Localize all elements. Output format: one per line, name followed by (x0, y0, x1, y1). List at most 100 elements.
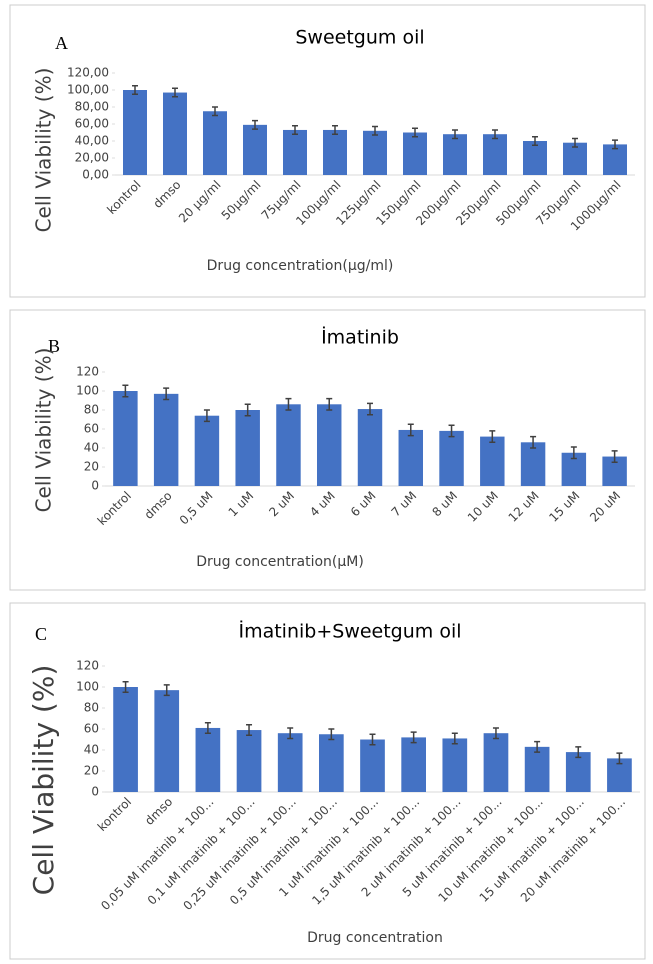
error-bar (372, 125, 378, 136)
bar (398, 429, 423, 486)
panel-frame (9, 4, 646, 298)
x-tick-label: 0,5 uM (177, 489, 216, 528)
bar (483, 733, 509, 792)
x-tick-label: 20 µg/ml (176, 178, 224, 226)
error-bar (252, 119, 258, 130)
bar (563, 142, 587, 175)
error-bar (489, 430, 496, 444)
error-bar (204, 721, 211, 734)
x-tick-label: 20 uM (587, 489, 623, 525)
panel-frame (9, 309, 646, 591)
error-bar (292, 124, 298, 135)
x-tick-label: 15 uM (546, 489, 582, 525)
y-tick-label: 80,00 (75, 100, 109, 114)
error-bar (530, 435, 537, 449)
bar (317, 404, 342, 486)
panel-frame (9, 602, 646, 960)
error-bar (332, 124, 338, 135)
error-bar (244, 403, 251, 417)
error-bar (122, 384, 129, 398)
bar (113, 687, 138, 792)
bar (360, 739, 385, 792)
error-bar (492, 727, 499, 740)
y-tick-label: 0 (91, 785, 99, 799)
y-tick-label: 100 (76, 680, 99, 694)
y-tick-label: 0 (91, 479, 99, 493)
error-bar (534, 740, 541, 753)
chart-title: Sweetgum oil (295, 27, 424, 49)
error-bar (410, 731, 417, 744)
error-bar (570, 446, 577, 460)
x-tick-label: 1 uM (226, 489, 257, 520)
bar (480, 436, 505, 486)
x-tick-label: 50µg/ml (219, 178, 264, 223)
error-bar (412, 127, 418, 138)
y-tick-label: 80 (84, 403, 99, 417)
bar (565, 752, 591, 792)
x-tick-label: 10 uM (465, 489, 501, 525)
y-tick-label: 80 (84, 701, 99, 715)
bar (443, 134, 467, 175)
y-tick-label: 40 (84, 743, 99, 757)
bar (203, 111, 227, 175)
y-tick-label: 120 (76, 365, 99, 379)
bar (153, 393, 179, 486)
error-bar (172, 87, 178, 98)
panel-label: C (35, 624, 47, 644)
bar (195, 727, 221, 792)
x-tick-label: 7 uM (389, 489, 420, 520)
bar (357, 409, 383, 486)
y-tick-label: 20,00 (75, 151, 109, 165)
error-bar (492, 129, 498, 140)
y-tick-label: 100,00 (67, 83, 109, 97)
error-bar (369, 733, 376, 746)
bar (524, 746, 550, 792)
error-bar (451, 732, 458, 745)
x-tick-label: dmso (142, 489, 175, 522)
y-tick-label: 120 (76, 659, 99, 673)
error-bar (287, 727, 294, 740)
error-bar (572, 137, 578, 148)
bar (243, 124, 267, 175)
bar (154, 690, 180, 792)
y-tick-label: 60 (84, 422, 99, 436)
bar (483, 134, 507, 175)
x-tick-label: dmso (142, 795, 175, 828)
bar (403, 132, 427, 175)
error-bar (122, 681, 129, 693)
x-tick-label: dmso (150, 178, 183, 211)
bar (319, 734, 344, 792)
error-bar (163, 684, 170, 697)
y-tick-label: 40,00 (75, 134, 109, 148)
bar (523, 141, 547, 175)
x-axis-title: Drug concentration(µg/ml) (207, 258, 394, 274)
x-tick-label: kontrol (104, 178, 143, 217)
error-bar (575, 746, 582, 759)
y-tick-label: 120,00 (67, 66, 109, 80)
y-tick-label: 20 (84, 460, 99, 474)
bar (439, 430, 464, 486)
error-bar (163, 387, 170, 401)
error-bar (132, 85, 138, 95)
bar (442, 738, 468, 792)
x-tick-label: kontrol (95, 795, 134, 834)
error-bar (448, 424, 455, 438)
error-bar (285, 397, 292, 411)
bar (235, 410, 260, 486)
error-bar (246, 724, 253, 737)
y-tick-label: 40 (84, 441, 99, 455)
error-bar (612, 139, 618, 150)
error-bar (407, 423, 414, 437)
error-bar (452, 129, 458, 140)
panel-label: B (48, 336, 60, 356)
x-tick-label: 2 uM (266, 489, 297, 520)
bar (236, 730, 262, 792)
x-tick-label: kontrol (95, 489, 134, 528)
y-axis-title: Cell Viability (%) (27, 665, 60, 896)
x-tick-label: 12 uM (506, 489, 542, 525)
error-bar (367, 402, 373, 416)
x-tick-label: 4 uM (307, 489, 338, 520)
bar (363, 130, 387, 175)
chart-title: İmatinib (321, 326, 399, 349)
